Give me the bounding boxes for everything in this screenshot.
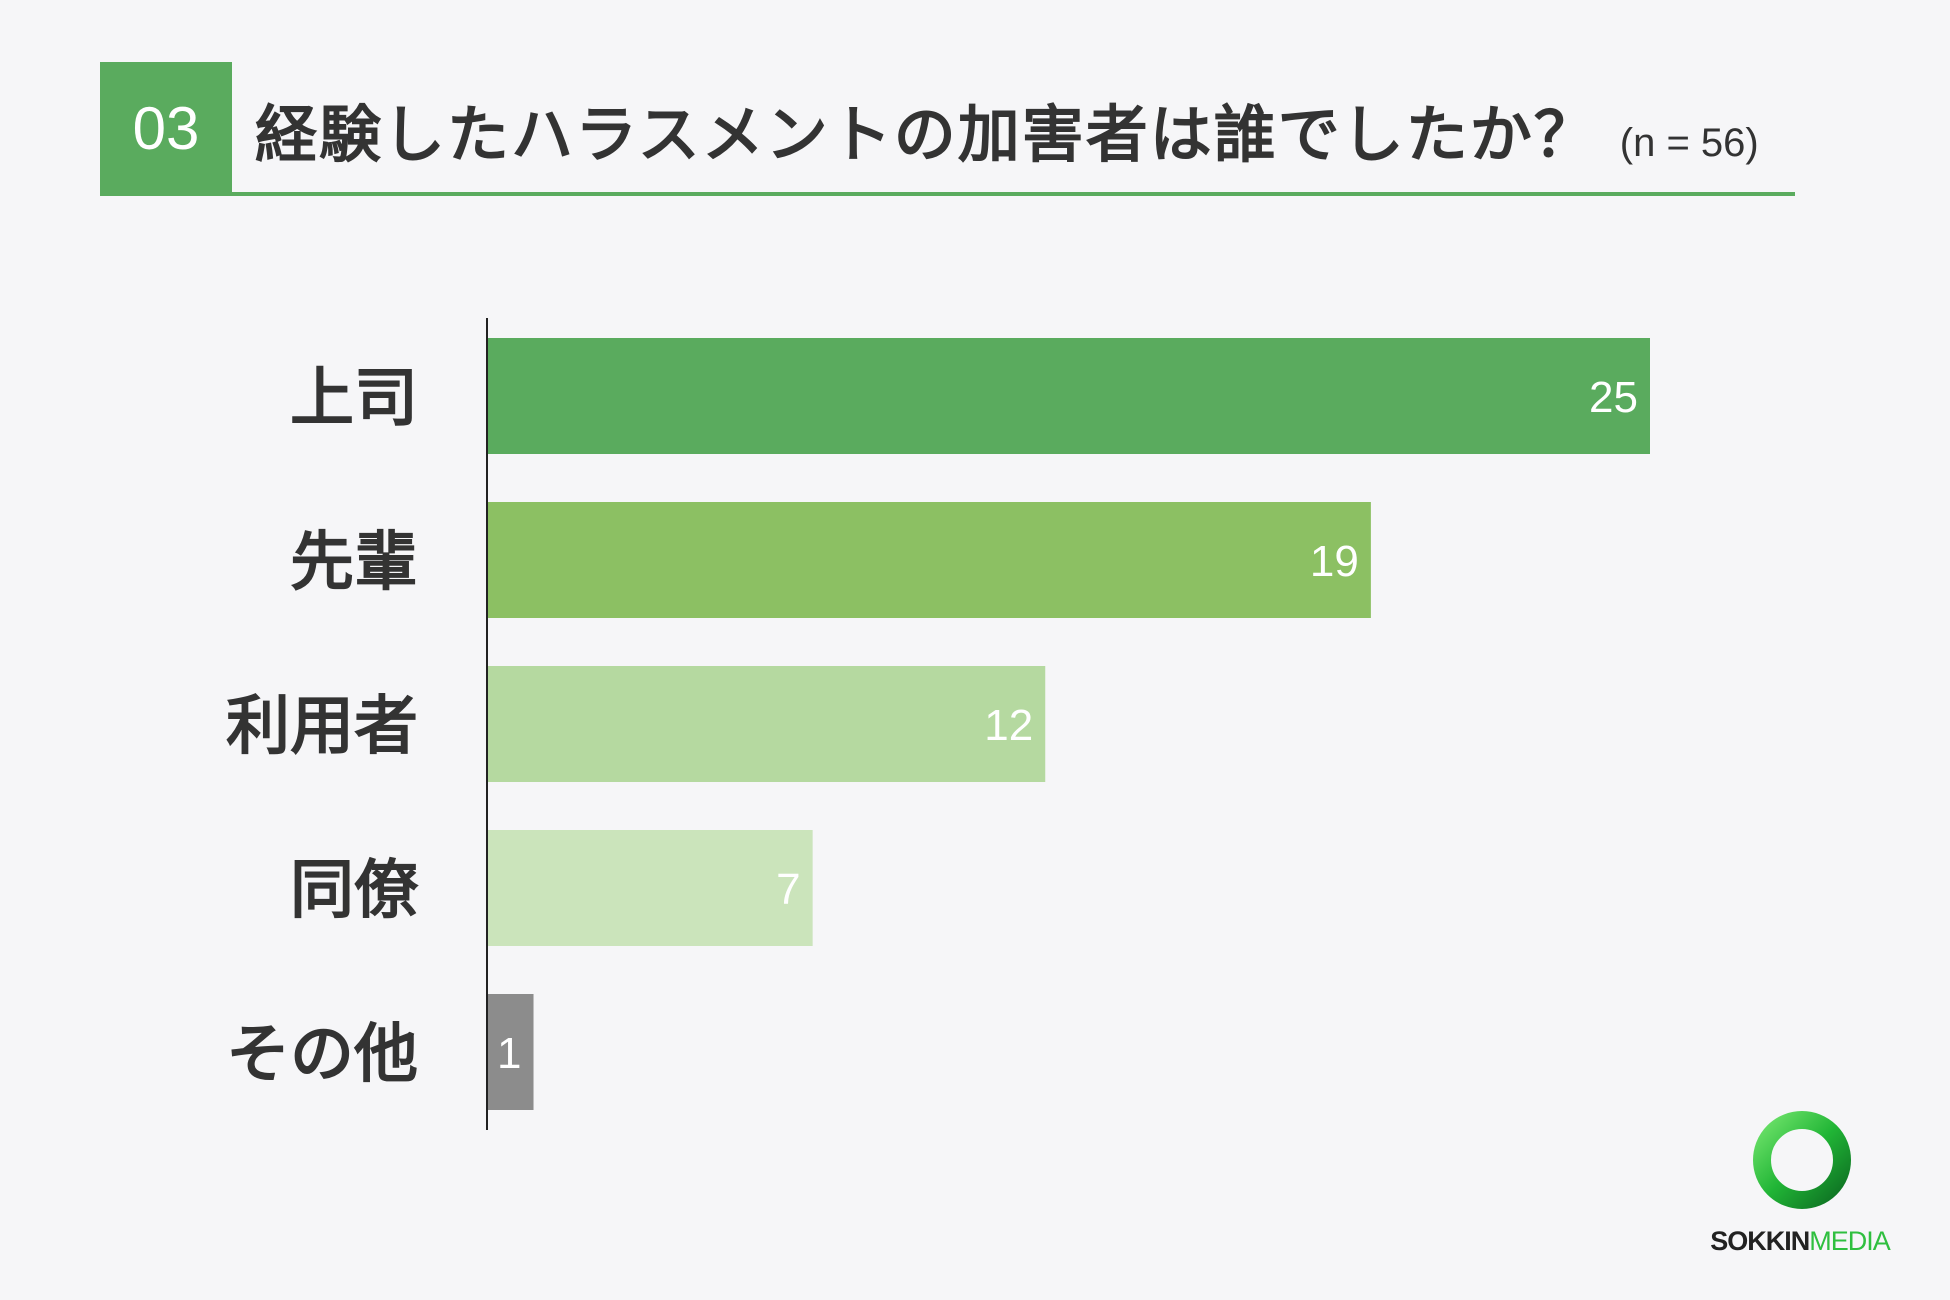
bar-1 [487,502,1371,618]
sample-size-label: (n = 56) [1619,121,1759,165]
logo-text-media: MEDIA [1809,1226,1891,1256]
header-divider [100,192,1795,196]
category-label-1: 先輩 [290,526,418,600]
category-label-4: その他 [226,1018,418,1092]
chart-header: 03 経験したハラスメントの加害者は誰でしたか？ (n = 56) [100,62,1795,198]
bar-3 [487,830,813,946]
section-number-badge: 03 [100,62,232,195]
bar-value-label-4: 1 [497,1029,521,1078]
category-label-2: 利用者 [226,690,418,764]
bar-0 [487,338,1650,454]
sokkin-ring-logo-icon [1753,1111,1851,1209]
category-label-3: 同僚 [290,854,419,928]
bar-value-label-0: 25 [1589,373,1638,422]
category-label-0: 上司 [290,362,418,436]
chart-title: 経験したハラスメントの加害者は誰でしたか？ [255,98,1598,171]
logo-wordmark: SOKKINMEDIA [1695,1226,1905,1257]
title-row: 経験したハラスメントの加害者は誰でしたか？ (n = 56) [255,84,1759,174]
bar-value-label-2: 12 [984,701,1033,750]
logo-text-sokkin: SOKKIN [1710,1226,1810,1256]
bar-4 [487,994,534,1110]
bar-value-label-1: 19 [1310,537,1359,586]
bar-value-label-3: 7 [776,865,800,914]
bar-2 [487,666,1046,782]
sokkin-media-logo: SOKKINMEDIA [1695,1108,1905,1258]
